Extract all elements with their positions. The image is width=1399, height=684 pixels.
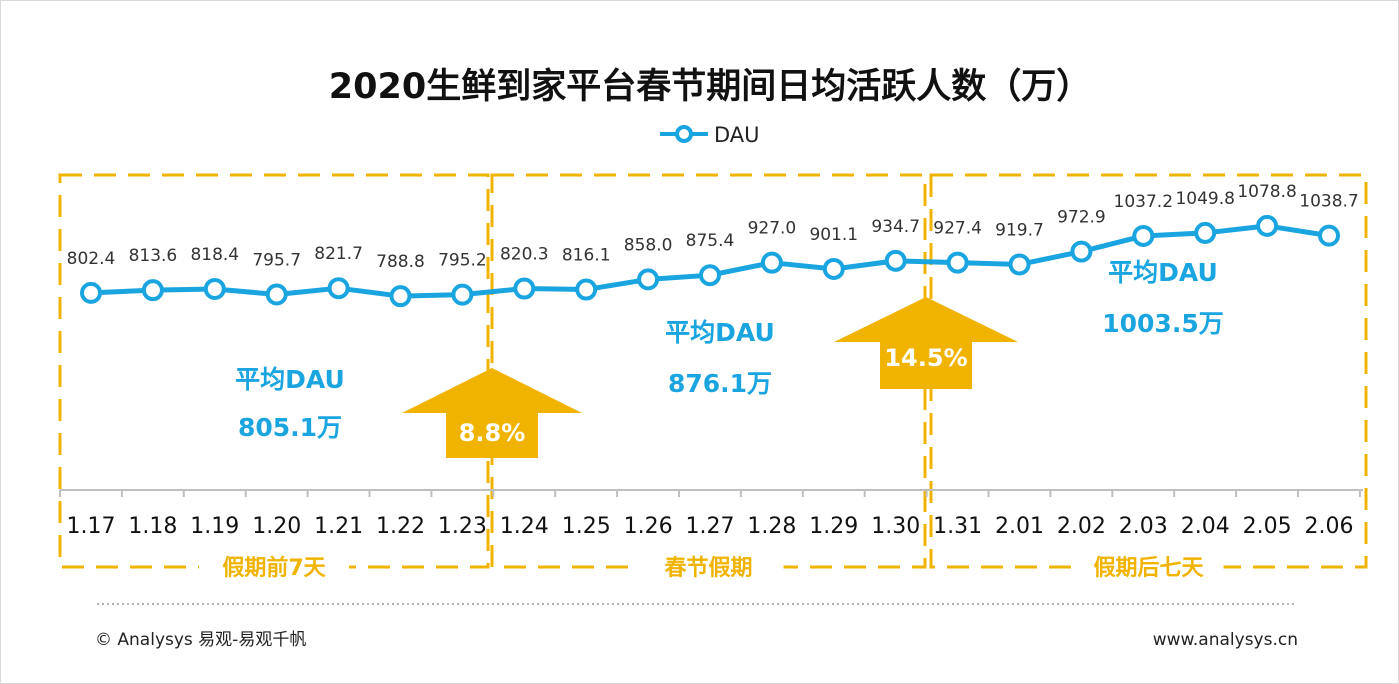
x-tick-label: 2.02 — [1057, 514, 1106, 539]
data-point — [80, 281, 102, 304]
data-point — [141, 279, 164, 302]
x-tick-label: 1.31 — [933, 514, 982, 539]
data-point — [575, 278, 598, 301]
section-label-1: 假期前7天 — [222, 555, 326, 581]
avg-value-3: 1003.5万 — [1102, 309, 1223, 338]
section-label-bg-3 — [1073, 550, 1224, 582]
x-tick-label: 2.03 — [1119, 514, 1168, 539]
data-point — [884, 249, 907, 272]
x-tick-label: 1.24 — [500, 514, 549, 539]
avg-label-2: 平均DAU — [665, 318, 775, 347]
data-label: 818.4 — [190, 245, 239, 265]
data-label: 813.6 — [129, 246, 178, 266]
data-label: 795.7 — [252, 251, 301, 271]
x-tick-label: 1.20 — [252, 514, 301, 539]
avg-label-3: 平均DAU — [1108, 258, 1218, 287]
data-point — [637, 268, 660, 291]
section-label-bg-1 — [199, 550, 349, 582]
data-point — [203, 277, 226, 300]
growth-arrows: 8.8% 14.5% — [402, 297, 1018, 458]
data-point — [1132, 224, 1155, 247]
data-label: 901.1 — [809, 225, 858, 245]
growth-label-1: 8.8% — [459, 419, 526, 447]
x-tick-label: 2.01 — [995, 514, 1044, 539]
data-label: 1038.7 — [1299, 192, 1358, 212]
data-point — [760, 251, 783, 274]
x-tick-label: 2.06 — [1305, 514, 1354, 539]
data-point — [451, 283, 474, 306]
chart-title: 2020生鲜到家平台春节期间日均活跃人数（万） — [329, 67, 1091, 107]
data-label: 816.1 — [562, 246, 611, 266]
data-label: 934.7 — [871, 217, 920, 237]
legend-label-dau: DAU — [714, 123, 760, 147]
data-point — [513, 277, 536, 300]
legend-marker-icon — [675, 125, 693, 143]
data-point — [1070, 240, 1093, 263]
data-point — [1318, 224, 1340, 247]
section-box-3 — [929, 173, 1368, 569]
x-tick-label: 1.17 — [67, 514, 116, 539]
x-axis: 1.17 1.18 1.19 1.20 1.21 1.22 1.23 1.24 1.25 1.26… — [59, 489, 1363, 539]
data-label: 858.0 — [624, 235, 673, 255]
section-label-2: 春节假期 — [664, 556, 752, 581]
data-point — [265, 283, 288, 306]
data-label: 820.3 — [500, 245, 549, 265]
x-tick-label: 1.30 — [871, 514, 920, 539]
avg-value-2: 876.1万 — [668, 369, 772, 398]
data-label: 972.9 — [1057, 208, 1106, 228]
data-point — [1008, 253, 1031, 276]
data-label: 795.2 — [438, 251, 487, 271]
x-tick-label: 1.21 — [314, 514, 363, 539]
data-label: 875.4 — [686, 231, 735, 251]
data-label: 919.7 — [995, 220, 1044, 240]
data-point — [946, 251, 969, 274]
growth-arrow-icon — [402, 368, 582, 458]
footer-copyright: © Analysys 易观-易观千帆 — [95, 630, 306, 650]
data-label: 821.7 — [314, 244, 363, 264]
x-tick-label: 1.26 — [624, 514, 673, 539]
data-point — [327, 277, 350, 300]
data-point — [699, 264, 721, 287]
data-point — [389, 285, 412, 308]
data-label: 1049.8 — [1175, 189, 1234, 209]
section-label-bg-2 — [633, 550, 784, 582]
x-tick-label: 1.29 — [809, 514, 858, 539]
section-boxes: 假期前7天 春节假期 假期后七天 — [58, 173, 1368, 582]
data-point — [822, 257, 845, 280]
growth-arrow-icon — [834, 297, 1018, 389]
avg-value-1: 805.1万 — [238, 413, 342, 442]
growth-label-2: 14.5% — [884, 344, 967, 372]
data-label: 1078.8 — [1237, 182, 1296, 202]
data-label: 927.4 — [933, 219, 982, 239]
data-point — [1256, 214, 1279, 237]
avg-label-1: 平均DAU — [235, 365, 345, 394]
footer-website: www.analysys.cn — [1153, 630, 1298, 650]
data-label: 788.8 — [376, 252, 425, 272]
x-tick-label: 2.04 — [1181, 514, 1230, 539]
data-label: 1037.2 — [1114, 192, 1173, 212]
data-label: 927.0 — [748, 219, 797, 239]
x-tick-label: 1.28 — [747, 514, 796, 539]
x-tick-label: 1.22 — [376, 514, 425, 539]
data-point — [1194, 221, 1217, 244]
x-tick-label: 1.23 — [438, 514, 487, 539]
x-tick-label: 1.27 — [686, 514, 735, 539]
data-label: 802.4 — [67, 249, 116, 269]
x-tick-label: 1.25 — [562, 514, 611, 539]
x-tick-label: 2.05 — [1243, 514, 1292, 539]
series-dau: 802.4 813.6 818.4 795.7 821.7 788.8 795.2 820.3… — [67, 182, 1359, 308]
x-tick-label: 1.18 — [128, 514, 177, 539]
chart-legend: DAU — [660, 123, 760, 147]
section-label-3: 假期后七天 — [1093, 556, 1204, 581]
x-tick-label: 1.19 — [190, 514, 239, 539]
